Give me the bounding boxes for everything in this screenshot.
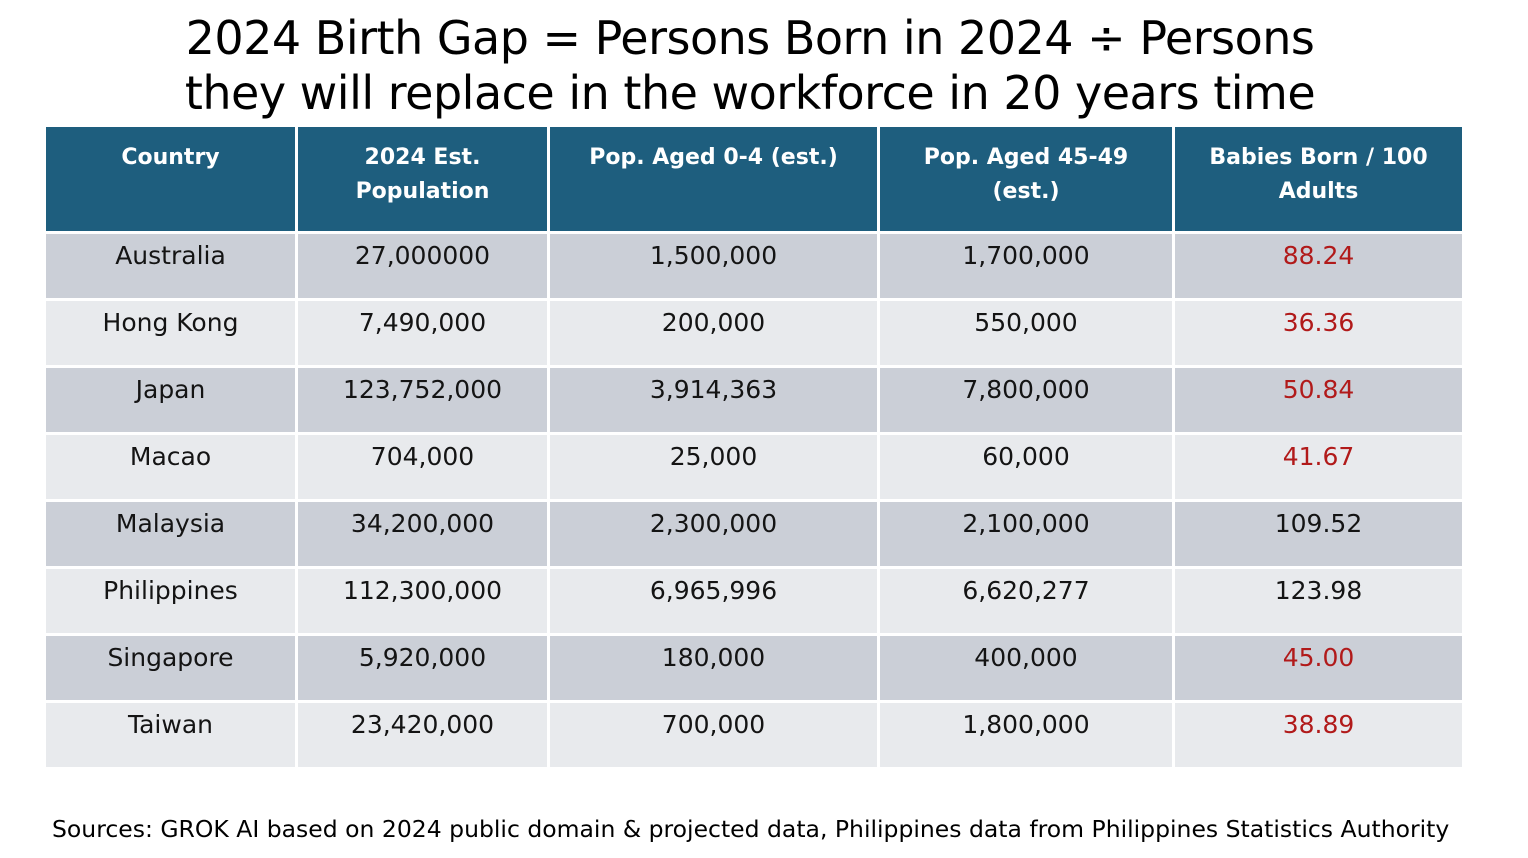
cell-population: 27,000000	[298, 234, 547, 298]
cell-babies-per-100-adults: 109.52	[1175, 502, 1462, 566]
table-row-australia: Australia 27,000000 1,500,000 1,700,000 88.2…	[46, 234, 1465, 298]
cell-aged-45-49: 400,000	[880, 636, 1172, 700]
cell-babies-per-100-adults: 45.00	[1175, 636, 1462, 700]
column-header-aged-45-49: Pop. Aged 45-49 (est.)	[880, 127, 1172, 231]
table-row-philippines: Philippines 112,300,000 6,965,996 6,620,277…	[46, 569, 1465, 633]
cell-population: 34,200,000	[298, 502, 547, 566]
cell-babies-per-100-adults: 50.84	[1175, 368, 1462, 432]
table-body: Australia 27,000000 1,500,000 1,700,000 88.2…	[46, 234, 1465, 767]
cell-aged-45-49: 6,620,277	[880, 569, 1172, 633]
title-line-1: 2024 Birth Gap = Persons Born in 2024 ÷ …	[185, 11, 1315, 65]
cell-aged-0-4: 6,965,996	[550, 569, 877, 633]
column-header-population: 2024 Est. Population	[298, 127, 547, 231]
table-row-japan: Japan 123,752,000 3,914,363 7,800,000 50.84	[46, 368, 1465, 432]
cell-aged-0-4: 25,000	[550, 435, 877, 499]
cell-country: Malaysia	[46, 502, 295, 566]
sources-note: Sources: GROK AI based on 2024 public do…	[52, 815, 1450, 843]
cell-babies-per-100-adults: 38.89	[1175, 703, 1462, 767]
cell-aged-0-4: 1,500,000	[550, 234, 877, 298]
cell-country: Hong Kong	[46, 301, 295, 365]
cell-aged-0-4: 180,000	[550, 636, 877, 700]
birth-gap-table: Country 2024 Est. Population Pop. Aged 0…	[46, 127, 1465, 770]
cell-aged-0-4: 700,000	[550, 703, 877, 767]
cell-aged-45-49: 550,000	[880, 301, 1172, 365]
cell-population: 704,000	[298, 435, 547, 499]
table-row-malaysia: Malaysia 34,200,000 2,300,000 2,100,000 109.…	[46, 502, 1465, 566]
cell-aged-0-4: 200,000	[550, 301, 877, 365]
column-header-babies-per-100: Babies Born / 100 Adults	[1175, 127, 1462, 231]
cell-aged-0-4: 3,914,363	[550, 368, 877, 432]
cell-population: 123,752,000	[298, 368, 547, 432]
cell-babies-per-100-adults: 123.98	[1175, 569, 1462, 633]
table-row-singapore: Singapore 5,920,000 180,000 400,000 45.00	[46, 636, 1465, 700]
cell-population: 23,420,000	[298, 703, 547, 767]
table-row-taiwan: Taiwan 23,420,000 700,000 1,800,000 38.89	[46, 703, 1465, 767]
cell-population: 112,300,000	[298, 569, 547, 633]
cell-babies-per-100-adults: 36.36	[1175, 301, 1462, 365]
cell-aged-0-4: 2,300,000	[550, 502, 877, 566]
title-line-2: they will replace in the workforce in 20…	[184, 66, 1316, 121]
cell-aged-45-49: 60,000	[880, 435, 1172, 499]
table-row-macao: Macao 704,000 25,000 60,000 41.67	[46, 435, 1465, 499]
slide-title: 2024 Birth Gap = Persons Born in 2024 ÷ …	[0, 11, 1500, 121]
cell-country: Macao	[46, 435, 295, 499]
column-header-country: Country	[46, 127, 295, 231]
cell-babies-per-100-adults: 88.24	[1175, 234, 1462, 298]
cell-aged-45-49: 1,800,000	[880, 703, 1172, 767]
cell-babies-per-100-adults: 41.67	[1175, 435, 1462, 499]
table-header-row: Country 2024 Est. Population Pop. Aged 0…	[46, 127, 1465, 231]
cell-country: Australia	[46, 234, 295, 298]
cell-aged-45-49: 7,800,000	[880, 368, 1172, 432]
cell-country: Japan	[46, 368, 295, 432]
cell-country: Singapore	[46, 636, 295, 700]
cell-country: Taiwan	[46, 703, 295, 767]
cell-country: Philippines	[46, 569, 295, 633]
cell-population: 5,920,000	[298, 636, 547, 700]
table-row-hong-kong: Hong Kong 7,490,000 200,000 550,000 36.36	[46, 301, 1465, 365]
cell-aged-45-49: 1,700,000	[880, 234, 1172, 298]
cell-aged-45-49: 2,100,000	[880, 502, 1172, 566]
cell-population: 7,490,000	[298, 301, 547, 365]
column-header-aged-0-4: Pop. Aged 0-4 (est.)	[550, 127, 877, 231]
